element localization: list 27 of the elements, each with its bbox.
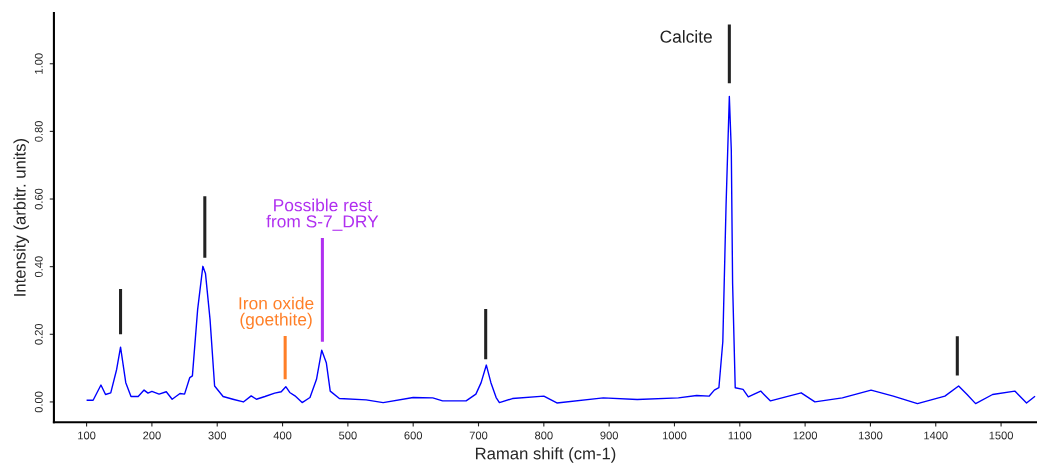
annotation: Iron oxide (goethite) <box>239 296 314 330</box>
x-tick-label: 400 <box>273 431 292 440</box>
x-tick-label: 1000 <box>662 431 687 440</box>
x-tick-label: 1300 <box>858 431 883 440</box>
x-tick-label: 100 <box>78 431 96 440</box>
y-tick-label: 1.00 <box>34 53 43 74</box>
x-axis-title: Raman shift (cm-1) <box>475 447 616 463</box>
annotation: Calcite <box>660 30 712 43</box>
x-tick-label: 1500 <box>989 431 1013 440</box>
y-tick-label: 0.40 <box>34 256 43 278</box>
x-tick-label: 500 <box>339 431 357 440</box>
y-tick-label: 0.00 <box>34 391 43 413</box>
x-tick-label: 300 <box>208 431 227 440</box>
x-tick-label: 600 <box>404 431 423 440</box>
annotation: Possible rest from S-7_DRY <box>266 198 379 231</box>
x-tick-label: 1400 <box>924 431 948 440</box>
y-tick-label: 0.80 <box>34 121 43 142</box>
x-tick-label: 700 <box>469 431 488 440</box>
x-tick-label: 200 <box>143 431 161 440</box>
y-tick-label: 0.20 <box>34 323 43 345</box>
x-tick-label: 1100 <box>728 431 752 440</box>
y-axis-title: Intensity (arbitr. units) <box>13 138 29 296</box>
line-series <box>85 95 1036 405</box>
x-tick-label: 800 <box>535 431 553 440</box>
x-tick-label: 900 <box>600 431 618 440</box>
y-tick-label: 0.60 <box>34 188 43 210</box>
x-tick-label: 1200 <box>793 431 818 440</box>
